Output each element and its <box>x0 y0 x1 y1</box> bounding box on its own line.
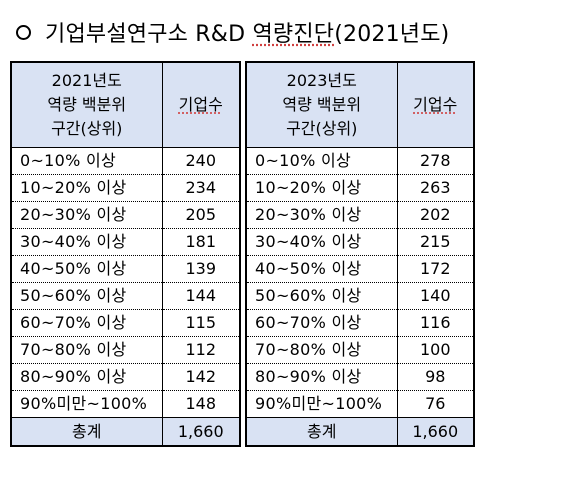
total-row: 총계 1,660 <box>10 417 241 447</box>
range-cell: 0~10% 이상 <box>10 147 163 175</box>
count-cell: 116 <box>396 309 475 337</box>
header-count: 기업수 <box>396 61 475 148</box>
range-cell: 80~90% 이상 <box>10 363 163 391</box>
range-cell: 10~20% 이상 <box>10 174 163 202</box>
table-header-row: 2023년도 역량 백분위 구간(상위) 기업수 <box>245 61 475 148</box>
count-cell: 215 <box>396 228 475 256</box>
header-range-line-1: 2021년도 <box>51 71 122 90</box>
range-cell: 90%미만~100% <box>245 390 398 418</box>
table-row: 50~60% 이상 144 <box>10 282 241 310</box>
range-cell: 40~50% 이상 <box>10 255 163 283</box>
header-range-line-1: 2023년도 <box>286 71 357 90</box>
header-count-label: 기업수 <box>178 95 223 114</box>
count-cell: 115 <box>161 309 241 337</box>
table-row: 90%미만~100% 148 <box>10 390 241 418</box>
count-cell: 139 <box>161 255 241 283</box>
table-header-row: 2021년도 역량 백분위 구간(상위) 기업수 <box>10 61 241 148</box>
count-cell: 278 <box>396 147 475 175</box>
range-cell: 0~10% 이상 <box>245 147 398 175</box>
range-cell: 60~70% 이상 <box>245 309 398 337</box>
range-cell: 70~80% 이상 <box>10 336 163 364</box>
range-cell: 80~90% 이상 <box>245 363 398 391</box>
total-count: 1,660 <box>396 417 475 447</box>
table-body: 0~10% 이상 240 10~20% 이상 234 20~30% 이상 205 30~40… <box>10 147 241 447</box>
table-row: 80~90% 이상 98 <box>245 363 475 391</box>
title-suffix-text: (2021년도) <box>334 22 450 47</box>
range-cell: 20~30% 이상 <box>10 201 163 229</box>
total-label: 총계 <box>10 417 163 447</box>
range-cell: 60~70% 이상 <box>10 309 163 337</box>
count-cell: 148 <box>161 390 241 418</box>
table-row: 40~50% 이상 172 <box>245 255 475 283</box>
total-label: 총계 <box>245 417 398 447</box>
count-cell: 240 <box>161 147 241 175</box>
table-row: 30~40% 이상 181 <box>10 228 241 256</box>
table-row: 60~70% 이상 115 <box>10 309 241 337</box>
header-range: 2021년도 역량 백분위 구간(상위) <box>10 61 163 148</box>
table-row: 70~80% 이상 112 <box>10 336 241 364</box>
total-count: 1,660 <box>161 417 241 447</box>
count-cell: 263 <box>396 174 475 202</box>
table-row: 40~50% 이상 139 <box>10 255 241 283</box>
page-title: 기업부설연구소 R&D 역량진단 (2021년도) <box>16 12 449 52</box>
count-cell: 112 <box>161 336 241 364</box>
range-cell: 30~40% 이상 <box>245 228 398 256</box>
table-body: 0~10% 이상 278 10~20% 이상 263 20~30% 이상 202 30~40… <box>245 147 475 447</box>
table-row: 80~90% 이상 142 <box>10 363 241 391</box>
circle-bullet-icon <box>16 24 31 40</box>
count-cell: 100 <box>396 336 475 364</box>
table-row: 10~20% 이상 263 <box>245 174 475 202</box>
table-row: 20~30% 이상 205 <box>10 201 241 229</box>
table-row: 10~20% 이상 234 <box>10 174 241 202</box>
table-row: 0~10% 이상 278 <box>245 147 475 175</box>
table-row: 30~40% 이상 215 <box>245 228 475 256</box>
count-cell: 76 <box>396 390 475 418</box>
header-range-line-2: 역량 백분위 <box>47 95 127 114</box>
count-cell: 181 <box>161 228 241 256</box>
header-range-line-2: 역량 백분위 <box>282 95 362 114</box>
table-row: 50~60% 이상 140 <box>245 282 475 310</box>
count-cell: 98 <box>396 363 475 391</box>
table-row: 90%미만~100% 76 <box>245 390 475 418</box>
table-2023: 2023년도 역량 백분위 구간(상위) 기업수 0~10% 이상 278 10~2… <box>245 61 475 447</box>
count-cell: 142 <box>161 363 241 391</box>
count-cell: 202 <box>396 201 475 229</box>
count-cell: 144 <box>161 282 241 310</box>
range-cell: 20~30% 이상 <box>245 201 398 229</box>
header-range: 2023년도 역량 백분위 구간(상위) <box>245 61 398 148</box>
count-cell: 172 <box>396 255 475 283</box>
range-cell: 30~40% 이상 <box>10 228 163 256</box>
range-cell: 50~60% 이상 <box>10 282 163 310</box>
table-row: 20~30% 이상 202 <box>245 201 475 229</box>
title-text: 기업부설연구소 R&D <box>45 22 253 47</box>
count-cell: 140 <box>396 282 475 310</box>
range-cell: 40~50% 이상 <box>245 255 398 283</box>
header-range-line-3: 구간(상위) <box>51 119 123 138</box>
header-count-label: 기업수 <box>413 95 458 114</box>
count-cell: 205 <box>161 201 241 229</box>
table-row: 60~70% 이상 116 <box>245 309 475 337</box>
range-cell: 70~80% 이상 <box>245 336 398 364</box>
range-cell: 90%미만~100% <box>10 390 163 418</box>
table-row: 70~80% 이상 100 <box>245 336 475 364</box>
header-range-line-3: 구간(상위) <box>286 119 358 138</box>
table-2021: 2021년도 역량 백분위 구간(상위) 기업수 0~10% 이상 240 10~2… <box>10 61 241 447</box>
title-underlined-text: 역량진단 <box>252 22 335 47</box>
range-cell: 50~60% 이상 <box>245 282 398 310</box>
range-cell: 10~20% 이상 <box>245 174 398 202</box>
total-row: 총계 1,660 <box>245 417 475 447</box>
count-cell: 234 <box>161 174 241 202</box>
header-count: 기업수 <box>161 61 241 148</box>
table-row: 0~10% 이상 240 <box>10 147 241 175</box>
